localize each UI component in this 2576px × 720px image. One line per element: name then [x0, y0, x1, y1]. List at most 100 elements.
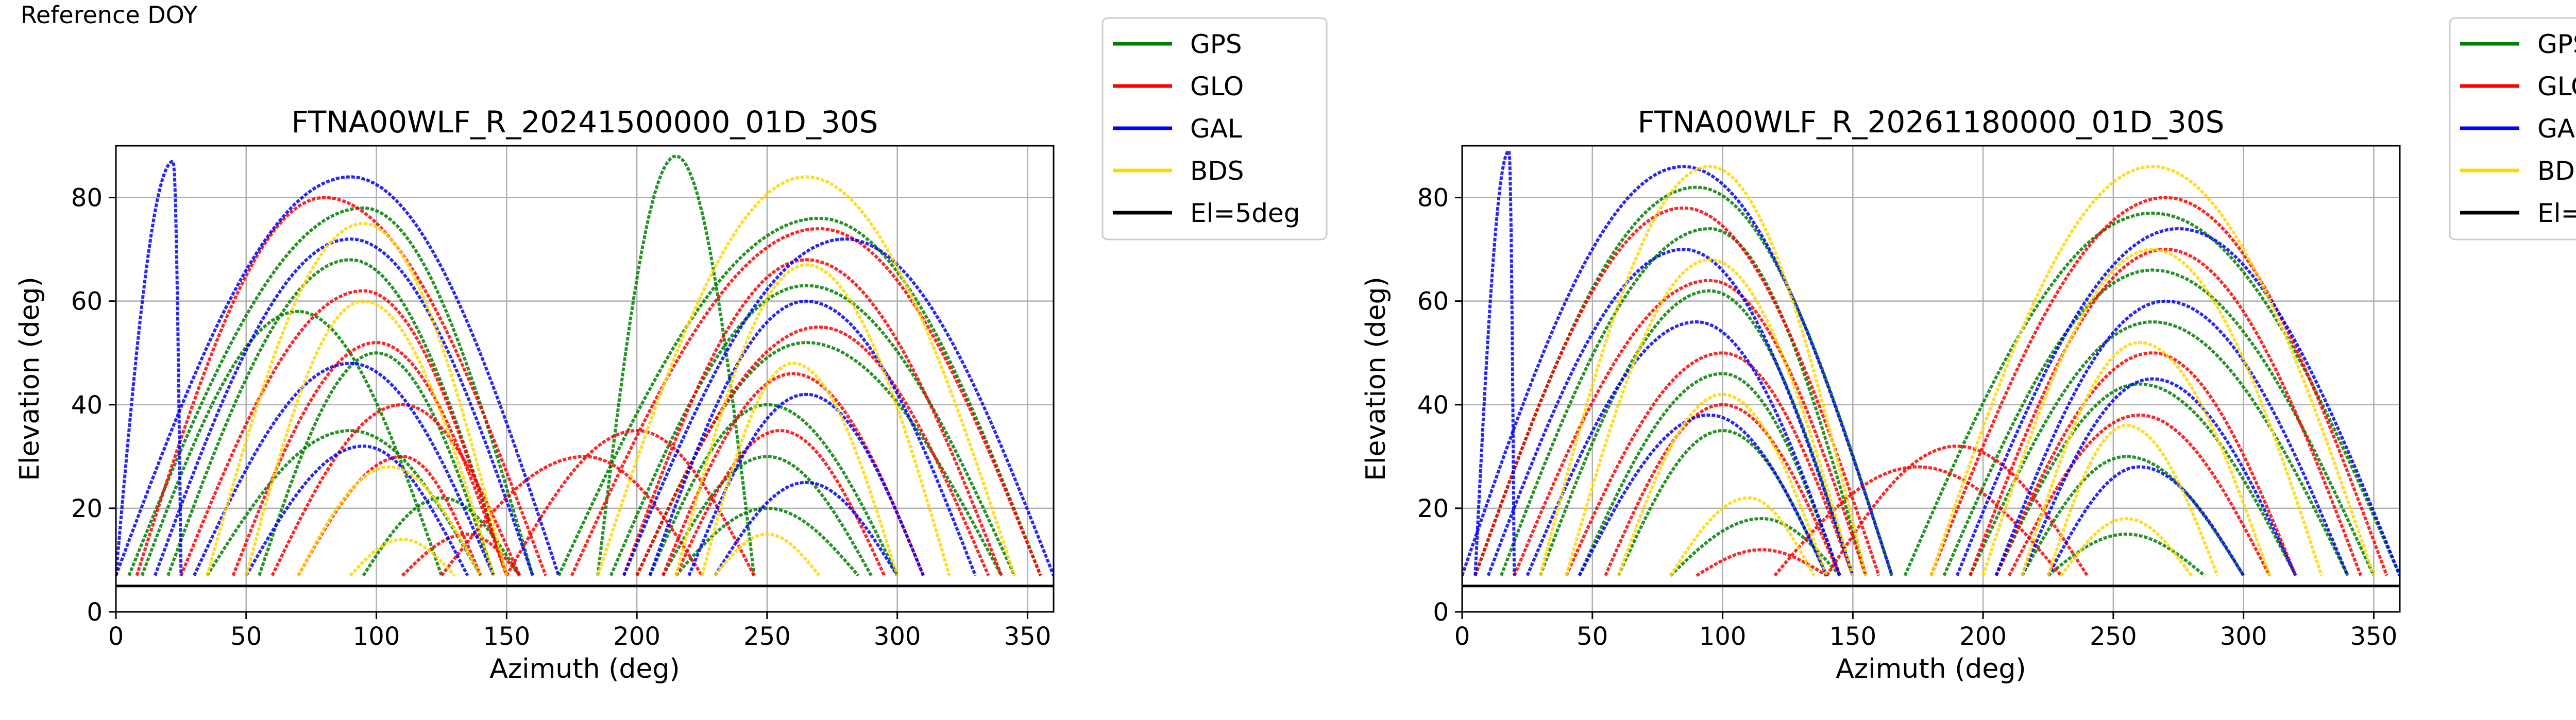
y-tick-label: 0 — [87, 598, 103, 627]
y-tick-label: 0 — [1433, 598, 1449, 627]
satellite-track — [1696, 548, 1828, 577]
satellite-track — [192, 362, 495, 576]
series-gps — [127, 155, 1042, 577]
y-tick-label: 40 — [1417, 391, 1449, 420]
chart-panel-1: 0 50 100 150 200 250 300 350 0 20 40 60 80 FTNA00WLF_… — [14, 17, 1328, 684]
plot-area — [1462, 149, 2400, 577]
x-tick-label: 150 — [483, 622, 531, 651]
satellite-track — [700, 362, 899, 576]
x-tick-label: 50 — [1577, 622, 1608, 651]
satellite-track — [1565, 258, 1855, 576]
satellite-track — [166, 258, 509, 576]
satellite-track — [622, 258, 1003, 576]
series-gal — [1462, 149, 2400, 577]
y-tick-label: 20 — [1417, 494, 1449, 523]
series-bds — [1538, 165, 2376, 577]
x-tick-label: 350 — [2350, 622, 2398, 651]
series-gps — [1473, 185, 2400, 577]
x-axis-label: Azimuth (deg) — [1836, 654, 2026, 684]
satellite-track — [1903, 211, 2400, 576]
satellite-track — [1513, 279, 1868, 576]
satellite-track — [1578, 372, 1841, 576]
satellite-track — [297, 455, 482, 577]
satellite-track — [596, 175, 1016, 576]
legend-label: BDS — [1190, 156, 1244, 186]
x-tick-label: 200 — [613, 622, 660, 651]
satellite-track — [662, 455, 873, 577]
y-tick-label: 60 — [1417, 287, 1449, 316]
satellite-track — [1968, 248, 2363, 576]
satellite-track — [1538, 289, 1855, 576]
satellite-track — [1942, 268, 2376, 576]
series-glo — [135, 196, 1042, 577]
satellite-track — [1526, 320, 1841, 576]
x-axis-label: Azimuth (deg) — [489, 654, 680, 684]
satellite-track — [2060, 517, 2193, 577]
legend-label: GLO — [2537, 72, 2576, 101]
satellite-track — [206, 221, 509, 576]
satellite-track — [1994, 382, 2297, 576]
satellite-track — [1773, 465, 2063, 577]
x-tick-label: 100 — [1699, 622, 1747, 651]
satellite-track — [570, 227, 1042, 576]
satellite-track — [622, 237, 1054, 576]
satellite-track — [674, 429, 886, 576]
satellite-track — [2047, 533, 2206, 577]
satellite-track — [401, 533, 521, 577]
axes-frame — [1461, 145, 2401, 613]
satellite-track — [505, 429, 756, 577]
satellite-track — [1669, 496, 1816, 577]
legend: GPS GLO GAL BDS El=5deg — [1101, 17, 1328, 241]
satellite-track — [1994, 351, 2297, 576]
chart-title: FTNA00WLF_R_20261180000_01D_30S — [1638, 105, 2225, 140]
satellite-track — [596, 155, 756, 576]
plot-area — [116, 155, 1054, 577]
satellite-track — [1617, 429, 1828, 576]
satellite-track — [1669, 517, 1841, 577]
satellite-track — [116, 175, 561, 576]
y-tick-label: 80 — [1417, 184, 1449, 213]
satellite-track — [258, 351, 495, 576]
satellite-track — [245, 444, 469, 577]
satellite-track — [557, 216, 1042, 576]
satellite-track — [1486, 248, 1855, 576]
x-tick-label: 250 — [2090, 622, 2137, 651]
y-axis-label: Elevation (deg) — [14, 277, 45, 481]
legend-label: GPS — [2537, 29, 2576, 59]
satellite-track — [674, 263, 951, 576]
x-tick-label: 200 — [1959, 622, 2007, 651]
satellite-track — [1929, 196, 2388, 576]
satellite-track — [635, 325, 990, 576]
x-tick-label: 250 — [743, 622, 791, 651]
satellite-track — [1499, 227, 1868, 576]
y-tick-label: 80 — [71, 184, 103, 213]
satellite-track — [1981, 248, 2324, 576]
satellite-track — [1617, 392, 1828, 576]
x-tick-label: 350 — [1004, 622, 1052, 651]
legend-label: GAL — [2537, 114, 2576, 144]
satellite-track — [440, 455, 704, 577]
satellite-track — [206, 429, 482, 577]
satellite-track — [140, 310, 443, 576]
satellite-track — [1604, 403, 1841, 576]
satellite-track — [1929, 165, 2376, 576]
satellite-track — [648, 403, 899, 576]
series-gal — [116, 160, 1054, 577]
satellite-track — [349, 538, 456, 577]
x-tick-label: 300 — [874, 622, 921, 651]
satellite-track — [674, 506, 860, 577]
x-tick-label: 300 — [2220, 622, 2267, 651]
axes-frame — [115, 145, 1055, 613]
satellite-track — [135, 196, 548, 576]
satellite-track — [714, 533, 821, 577]
satellite-track — [1473, 206, 1880, 576]
satellite-track — [1994, 299, 2349, 576]
x-tick-label: 100 — [353, 622, 400, 651]
y-tick-label: 60 — [71, 287, 103, 316]
satellite-track — [116, 160, 183, 576]
satellite-track — [2021, 341, 2272, 576]
satellite-track — [2021, 377, 2297, 576]
satellite-track — [297, 465, 482, 577]
satellite-track — [1955, 227, 2400, 576]
